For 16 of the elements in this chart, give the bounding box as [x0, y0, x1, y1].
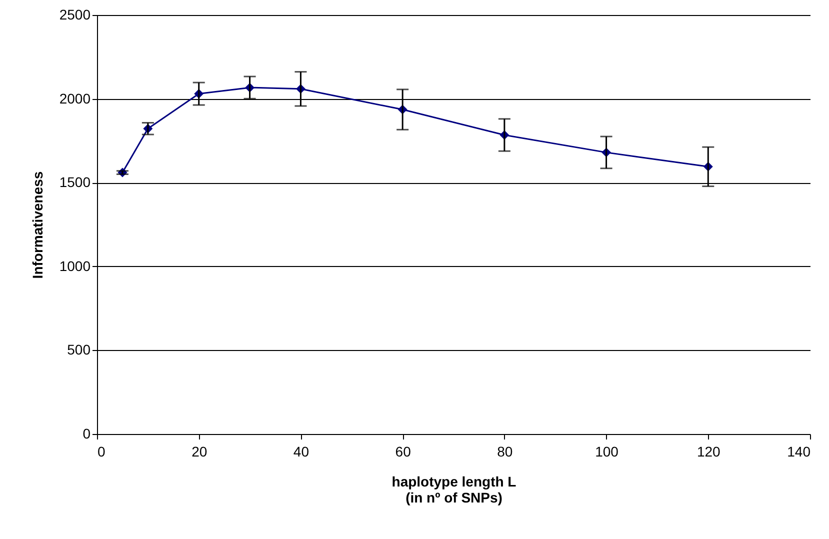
x-tick-label: 60	[395, 444, 412, 460]
x-tick-label: 40	[293, 444, 310, 460]
y-tick-label: 500	[67, 342, 91, 358]
x-tick-label: 120	[696, 444, 721, 460]
y-tick-label: 1500	[59, 174, 91, 190]
x-tick-label: 80	[497, 444, 513, 460]
y-tick-label: 1000	[59, 258, 91, 274]
y-axis-title: Informativeness	[29, 171, 46, 279]
x-tick-label: 140	[787, 444, 811, 460]
y-tick-label: 0	[82, 426, 91, 442]
x-axis-title: haplotype length L (in nº of SNPs)	[392, 474, 517, 506]
y-tick-label: 2500	[59, 6, 91, 22]
x-tick-label: 20	[192, 444, 208, 460]
y-tick-label: 2000	[59, 90, 91, 106]
x-tick-label: 100	[595, 444, 619, 460]
x-tick-label: 0	[98, 444, 106, 460]
